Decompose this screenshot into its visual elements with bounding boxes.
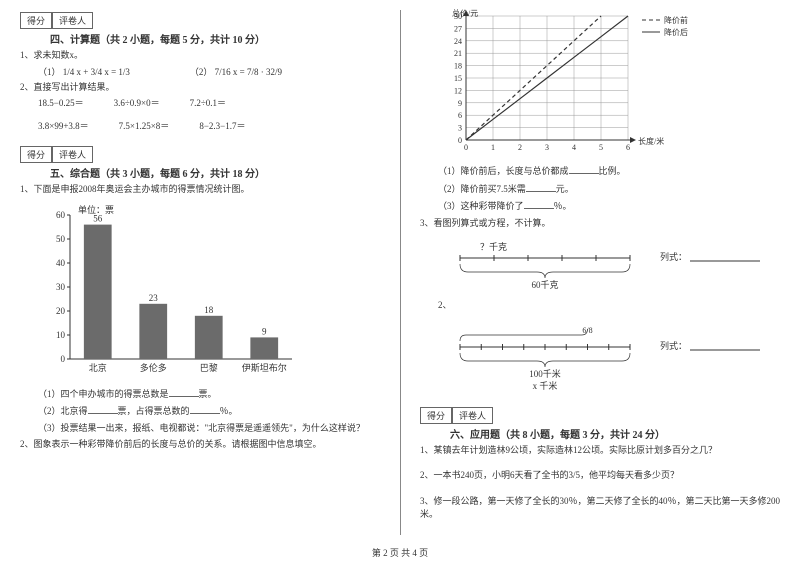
grader-box: 评卷人 [52,146,93,163]
svg-text:0: 0 [464,143,468,152]
page-number: 第 2 页 共 4 页 [0,546,800,559]
svg-text:100千米: 100千米 [529,368,561,379]
score-box: 得分 [20,12,52,29]
q4-2-r1a: 18.5−0.25＝ [38,96,84,109]
svg-text:18: 18 [204,304,214,314]
grader-box: 评卷人 [452,407,493,424]
svg-text:24: 24 [454,37,462,46]
q4-2-r2b: 7.5×1.25×8＝ [119,119,170,132]
svg-text:1: 1 [491,143,495,152]
svg-text:18: 18 [454,62,462,71]
svg-text:23: 23 [149,292,159,302]
q6-1: 1、某镇去年计划造林9公顷，实际造林12公顷。实际比原计划多百分之几？ [420,444,780,458]
svg-text:北京: 北京 [89,362,107,373]
grader-box: 评卷人 [52,12,93,29]
section4-title: 四、计算题（共 2 小题，每题 5 分，共计 10 分） [50,31,380,46]
svg-text:x 千米: x 千米 [533,380,558,391]
q4-2: 2、直接写出计算结果。 [20,81,380,95]
score-row-sec5: 得分 评卷人 [20,146,380,163]
score-box: 得分 [420,407,452,424]
svg-text:12: 12 [454,86,462,95]
svg-text:0: 0 [61,354,66,364]
svg-text:30: 30 [56,282,66,292]
svg-text:40: 40 [56,258,66,268]
q5-2: 2、图象表示一种彩带降价前后的长度与总价的关系。请根据图中信息填空。 [20,438,380,452]
q5-1-2: （2）北京得票，占得票总数的％。 [38,404,380,419]
q5-3: 3、看图列算式或方程，不计算。 [420,217,780,231]
score-box: 得分 [20,146,52,163]
q5-1-3: （3）投票结果一出来，报纸、电视都说："北京得票是遥遥领先"，为什么这样说？ [38,422,380,436]
line-chart: 0369121518212427300123456总价/元长度/米降价前降价后 [438,8,780,160]
segment-diagram-1: ？千克 60千克 列式： [450,238,780,295]
svg-text:0: 0 [458,136,462,145]
lc-p1: （1）降价前后，长度与总价都成比例。 [438,164,780,179]
svg-text:伊斯坦布尔: 伊斯坦布尔 [242,362,287,373]
q4-2-r2a: 3.8×99+3.8＝ [38,119,89,132]
svg-text:2: 2 [518,143,522,152]
svg-text:长度/米: 长度/米 [638,136,664,146]
lc-p3: （3）这种彩带降价了％。 [438,199,780,214]
score-row-sec6: 得分 评卷人 [420,407,780,424]
svg-text:56: 56 [93,213,103,223]
svg-text:总价/元: 总价/元 [452,8,478,18]
section5-title: 五、综合题（共 3 小题，每题 6 分，共计 18 分） [50,165,380,180]
left-column: 得分 评卷人 四、计算题（共 2 小题，每题 5 分，共计 10 分） 1、求未… [0,0,400,565]
svg-text:27: 27 [454,24,462,33]
svg-text:4: 4 [572,143,576,152]
svg-text:多伦多: 多伦多 [140,362,167,373]
section6-title: 六、应用题（共 8 小题，每题 3 分，共计 24 分） [450,426,780,441]
svg-text:60: 60 [56,210,66,220]
score-row-sec4: 得分 评卷人 [20,12,380,29]
q6-2: 2、一本书240页，小明6天看了全书的3/5，他平均每天看多少页？ [420,469,780,483]
svg-text:降价后: 降价后 [664,27,688,37]
seg1-num: 2、 [438,299,780,313]
svg-text:15: 15 [454,74,462,83]
q4-1b: （2） 7/16 x = 7/8 · 32/9 [190,65,282,78]
svg-text:？千克: ？千克 [480,242,507,252]
right-column: 0369121518212427300123456总价/元长度/米降价前降价后 … [400,0,800,565]
svg-text:降价前: 降价前 [664,15,688,25]
svg-text:5: 5 [599,143,603,152]
q4-2-r1b: 3.6÷0.9×0＝ [114,96,160,109]
svg-text:20: 20 [56,306,66,316]
svg-text:6: 6 [458,111,462,120]
svg-text:3: 3 [458,124,462,133]
svg-text:列式：: 列式： [660,340,687,351]
segment-diagram-2: 6/8100千米x 千米列式： [450,321,780,393]
svg-text:列式：: 列式： [660,251,687,262]
svg-text:10: 10 [56,330,66,340]
svg-text:6: 6 [626,143,630,152]
q6-3: 3、修一段公路，第一天修了全长的30％，第二天修了全长的40％，第二天比第一天多… [420,495,780,522]
lc-p2: （2）降价前买7.5米需元。 [438,182,780,197]
svg-text:50: 50 [56,234,66,244]
svg-text:60千克: 60千克 [531,280,558,290]
q4-1: 1、求未知数x。 [20,49,380,63]
svg-text:巴黎: 巴黎 [200,362,218,373]
q4-2-r1c: 7.2÷0.1＝ [190,96,226,109]
svg-text:21: 21 [454,49,462,58]
svg-text:3: 3 [545,143,549,152]
q5-1: 1、下面是申报2008年奥运会主办城市的得票情况统计图。 [20,183,380,197]
q5-1-1: （1）四个申办城市的得票总数是票。 [38,387,380,402]
svg-text:9: 9 [458,99,462,108]
q4-1a: （1） 1/4 x + 3/4 x = 1/3 [38,65,130,78]
q4-2-r2c: 8−2.3−1.7＝ [199,119,245,132]
svg-text:9: 9 [262,326,267,336]
bar-chart: 单位：票010203040506056北京23多伦多18巴黎9伊斯坦布尔 [38,201,380,383]
